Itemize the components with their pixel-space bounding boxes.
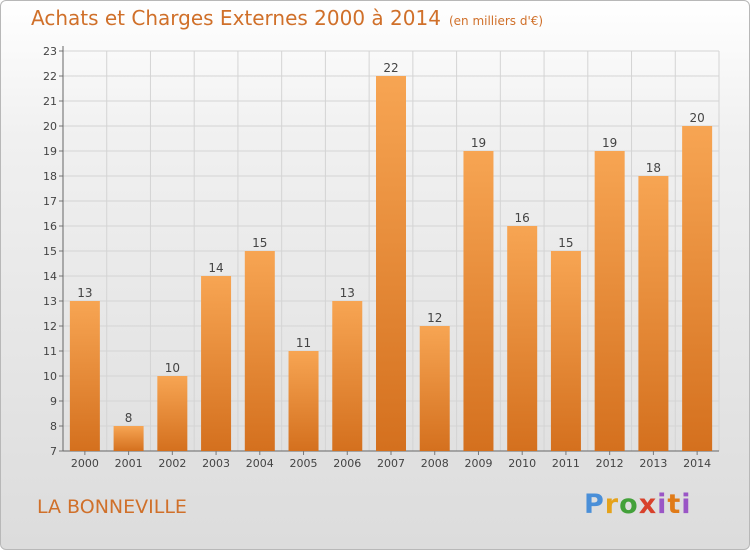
logo-letter: t: [667, 489, 682, 520]
x-tick-label: 2007: [377, 457, 405, 470]
bar: [463, 151, 494, 451]
bar: [157, 376, 188, 451]
y-tick-label: 17: [43, 195, 57, 208]
x-tick-label: 2009: [464, 457, 492, 470]
bar-value-label: 19: [602, 136, 617, 150]
bar-value-label: 14: [208, 261, 223, 275]
bar: [244, 251, 275, 451]
logo-letter: i: [657, 489, 668, 520]
x-tick-label: 2005: [290, 457, 318, 470]
y-tick-label: 18: [43, 170, 57, 183]
y-tick-label: 22: [43, 70, 57, 83]
y-tick-label: 15: [43, 245, 57, 258]
logo-letter: o: [619, 489, 639, 520]
y-tick-label: 16: [43, 220, 57, 233]
y-tick-label: 10: [43, 370, 57, 383]
y-tick-label: 12: [43, 320, 57, 333]
y-tick-label: 13: [43, 295, 57, 308]
x-tick-label: 2014: [683, 457, 711, 470]
x-tick-label: 2002: [158, 457, 186, 470]
proxiti-logo: Proxiti: [584, 489, 692, 520]
x-tick-label: 2011: [552, 457, 580, 470]
x-tick-label: 2013: [639, 457, 667, 470]
bar: [550, 251, 581, 451]
bar-value-label: 19: [471, 136, 486, 150]
x-tick-label: 2008: [421, 457, 449, 470]
x-tick-label: 2000: [71, 457, 99, 470]
y-tick-label: 19: [43, 145, 57, 158]
labels: 7 8 9 10 11 12 13 14 15 16 17 18 19 20 21 22 23 13 2000 8 20…: [43, 45, 711, 470]
x-tick-label: 2006: [333, 457, 361, 470]
logo-letter: r: [604, 489, 620, 520]
x-tick-label: 2003: [202, 457, 230, 470]
bar: [332, 301, 363, 451]
bar: [376, 76, 406, 451]
y-tick-label: 7: [50, 445, 57, 458]
chart-subtitle: (en milliers d'€): [448, 14, 544, 28]
y-tick-label: 20: [43, 120, 57, 133]
location-label: LA BONNEVILLE: [37, 496, 187, 518]
bar-value-label: 13: [77, 286, 92, 300]
bar: [113, 426, 144, 451]
bar: [201, 276, 232, 451]
y-tick-label: 14: [43, 270, 57, 283]
bar: [288, 351, 319, 451]
chart-title-text: Achats et Charges Externes 2000 à 2014: [31, 6, 441, 30]
x-tick-label: 2012: [596, 457, 624, 470]
bar-value-label: 18: [646, 161, 661, 175]
bar-value-label: 12: [427, 311, 442, 325]
x-tick-label: 2010: [508, 457, 536, 470]
bar-value-label: 8: [125, 411, 133, 425]
bar-value-label: 16: [515, 211, 530, 225]
bar: [682, 126, 713, 451]
bar: [507, 226, 538, 451]
x-tick-label: 2004: [246, 457, 274, 470]
bar-value-label: 22: [383, 61, 398, 75]
y-tick-label: 9: [50, 395, 57, 408]
bar: [69, 301, 100, 451]
bar-value-label: 11: [296, 336, 311, 350]
y-tick-label: 11: [43, 345, 57, 358]
y-tick-label: 8: [50, 420, 57, 433]
y-tick-label: 21: [43, 95, 57, 108]
logo-letter: x: [638, 489, 658, 520]
bar-value-label: 10: [165, 361, 180, 375]
bar: [594, 151, 625, 451]
bar-value-label: 13: [340, 286, 355, 300]
bar-value-label: 15: [558, 236, 573, 250]
bar-value-label: 15: [252, 236, 267, 250]
x-tick-label: 2001: [115, 457, 143, 470]
bar: [638, 176, 669, 451]
logo-letter: i: [681, 489, 692, 520]
bars: [69, 76, 713, 451]
logo-letter: P: [584, 489, 605, 520]
bar: [419, 326, 450, 451]
bar-value-label: 20: [689, 111, 704, 125]
chart-title: Achats et Charges Externes 2000 à 2014 (e…: [31, 6, 543, 30]
y-tick-label: 23: [43, 45, 57, 58]
